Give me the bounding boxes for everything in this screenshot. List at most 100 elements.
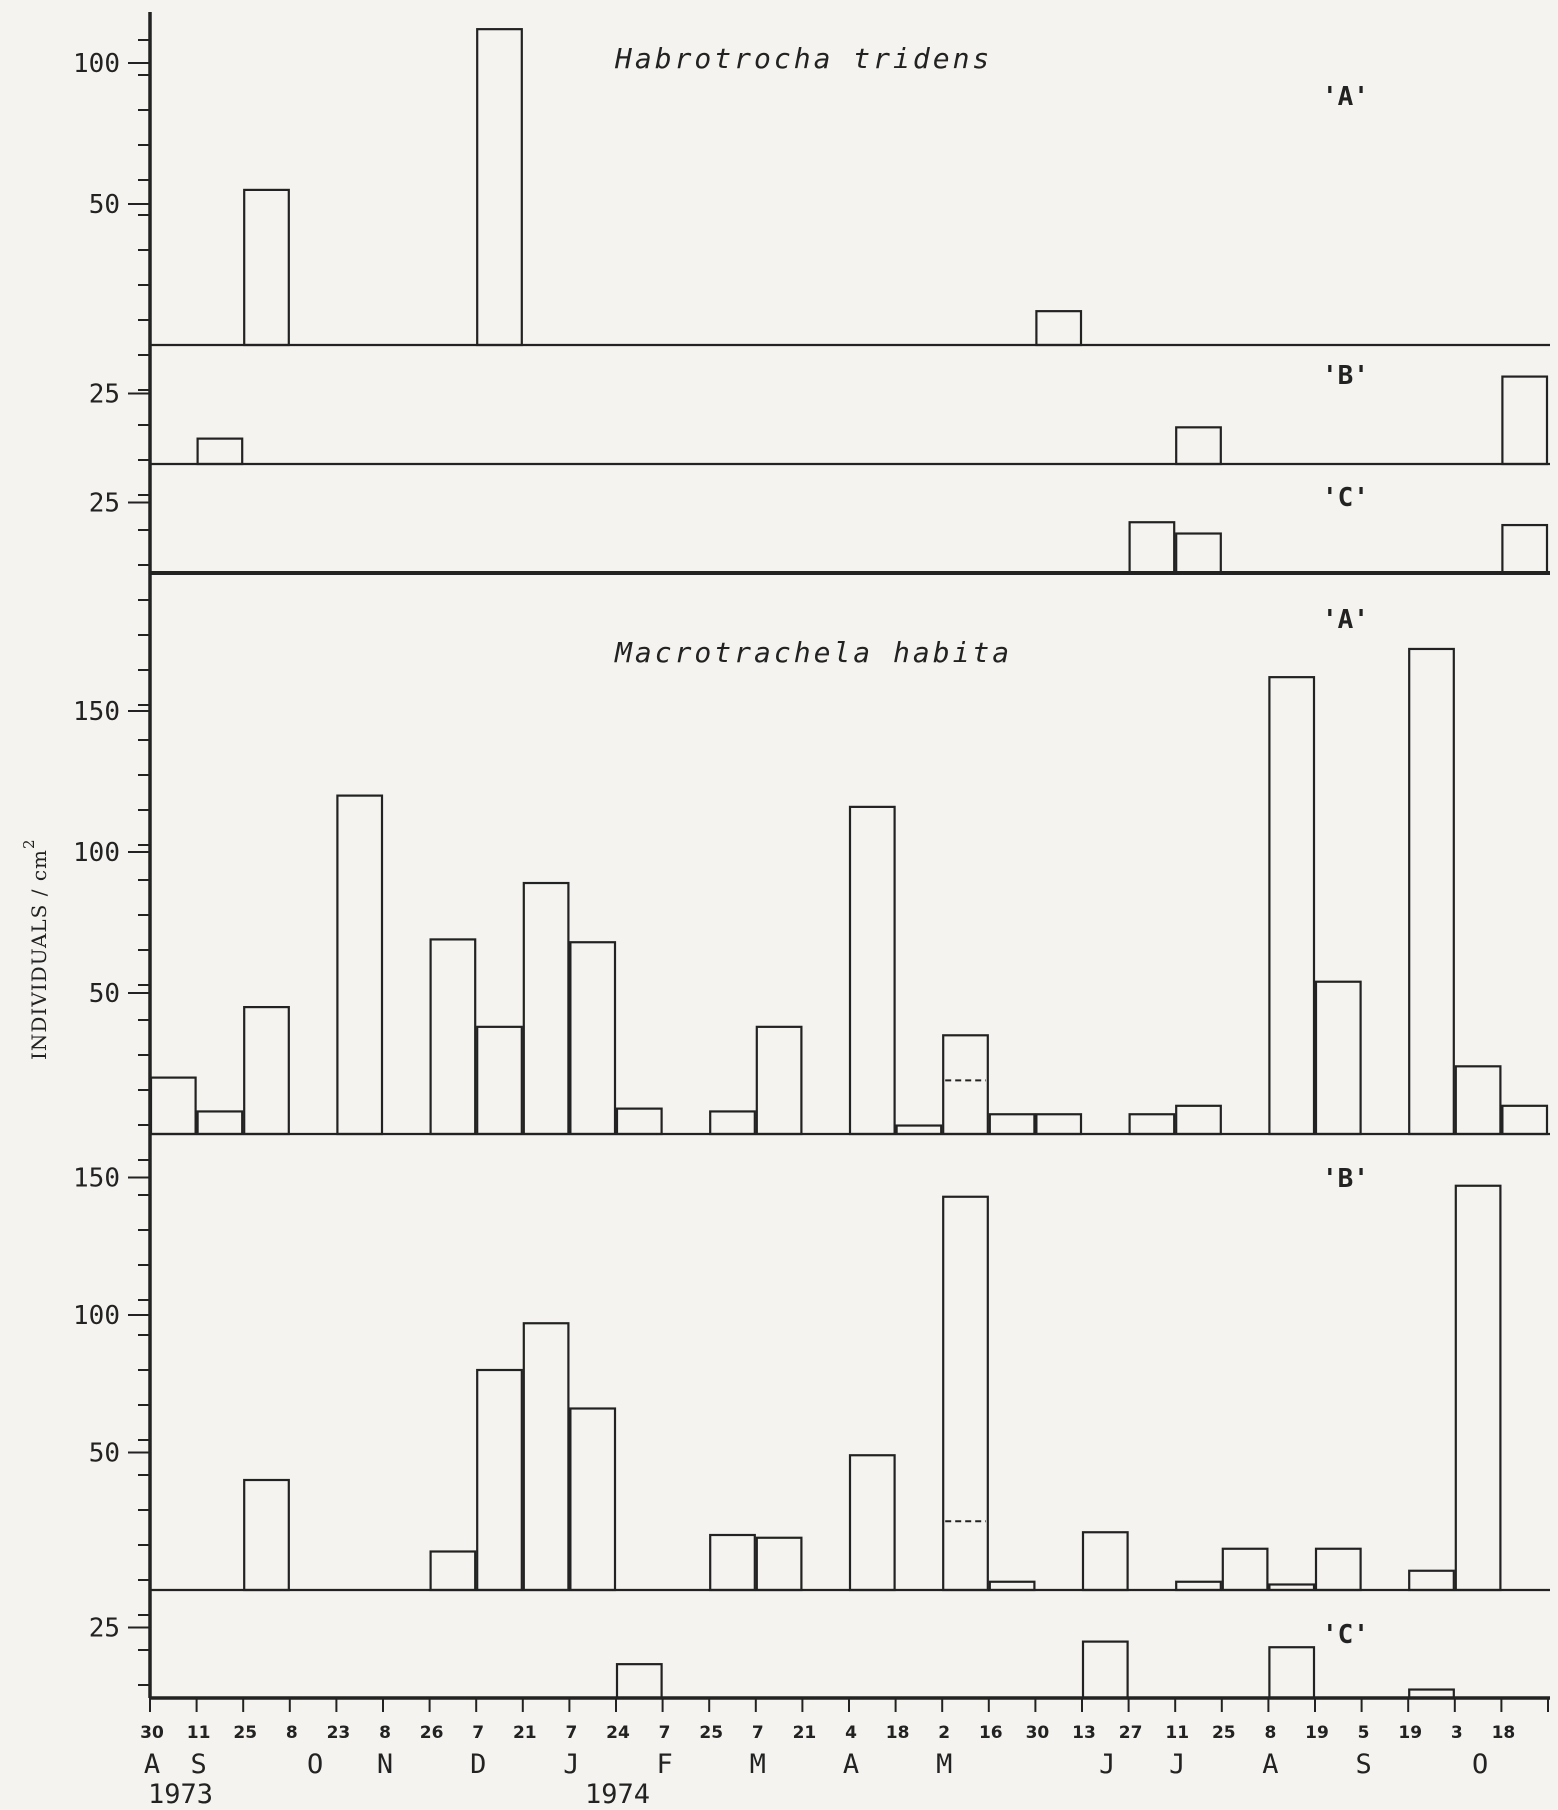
bar-s1-p1-i28 [1454,1184,1502,1592]
bar-s1-p1-i6 [429,1550,477,1592]
date-label: 2 [938,1723,950,1743]
bar-s0-p2-i22 [1175,532,1222,575]
bar-s1-p2-i27 [1408,1688,1455,1700]
y-tick-label: 100 [73,1301,120,1331]
date-label: 11 [1165,1723,1189,1743]
month-label: O [307,1749,323,1780]
date-label: 18 [886,1723,910,1743]
date-label: 25 [233,1723,257,1743]
bar-s1-p1-i25 [1314,1547,1362,1592]
bar-s1-p0-i19 [1035,1113,1083,1136]
month-label: J [563,1749,579,1780]
date-label: 19 [1305,1723,1329,1743]
bar-s1-p2-i24 [1268,1646,1316,1700]
bar-s1-p0-i12 [709,1110,756,1136]
bar-s1-p1-i9 [569,1407,617,1592]
bar-s1-p0-i4 [336,794,384,1136]
date-label: 8 [379,1723,391,1743]
date-label: 8 [1264,1723,1276,1743]
month-label: F [656,1749,672,1780]
month-label: A [1262,1749,1278,1780]
month-label: A [843,1749,859,1780]
bar-s1-p0-i24 [1268,676,1316,1136]
bar-s1-p0-i25 [1314,980,1362,1136]
month-label: D [470,1749,486,1780]
bar-s1-p1-i24 [1268,1583,1316,1592]
month-label: J [1169,1749,1185,1780]
date-label: 7 [472,1723,484,1743]
bar-s1-p0-i28 [1454,1065,1502,1136]
panel-label-m-c: 'C' [1322,1620,1369,1650]
bar-s1-p0-i22 [1175,1104,1222,1136]
bar-s1-p1-i17 [942,1195,989,1592]
bar-s1-p0-i9 [569,941,617,1136]
bar-s1-p1-i12 [709,1533,756,1592]
date-label: 7 [659,1723,671,1743]
month-label: M [936,1749,952,1780]
y-tick-label: 150 [73,697,120,727]
month-label: S [1355,1749,1371,1780]
y-tick-label: 150 [73,1164,120,1194]
date-label: 27 [1119,1723,1143,1743]
bar-s0-p2-i21 [1128,521,1176,575]
date-label: 24 [606,1723,630,1743]
date-label: 19 [1398,1723,1422,1743]
bar-s1-p1-i8 [522,1322,570,1592]
month-label: S [190,1749,206,1780]
bar-s0-p2-i29 [1501,523,1549,575]
bar-s1-p1-i7 [476,1368,523,1592]
panel-label-h-a: 'A' [1322,82,1369,112]
y-tick-label: 25 [89,1614,120,1644]
bar-s1-p2-i10 [615,1663,663,1700]
year-label-1973: 1973 [148,1779,213,1810]
y-tick-label: 100 [73,49,120,79]
y-tick-label: 25 [89,380,120,410]
y-axis-title-superscript: 2 [20,838,38,849]
bar-s1-p0-i10 [615,1107,663,1136]
date-label: 21 [793,1723,817,1743]
date-label: 16 [979,1723,1003,1743]
y-tick-label: 100 [73,838,120,868]
bar-s1-p1-i20 [1081,1531,1129,1592]
bar-s1-p0-i7 [476,1025,523,1136]
panel-label-h-b: 'B' [1322,361,1369,391]
bar-s1-p0-i6 [429,938,477,1136]
panel-label-m-b: 'B' [1322,1164,1369,1194]
date-label: 21 [513,1723,537,1743]
bar-s1-p0-i21 [1128,1113,1176,1136]
bar-s1-p1-i27 [1408,1569,1455,1592]
date-label: 23 [327,1723,351,1743]
panel-label-h-c: 'C' [1322,483,1369,513]
date-label: 25 [699,1723,723,1743]
bar-s0-p0-i2 [243,188,290,347]
bar-s1-p0-i1 [196,1110,244,1136]
bar-s1-p1-i13 [755,1536,803,1592]
bar-s0-p0-i19 [1035,310,1083,347]
bar-s1-p1-i22 [1175,1580,1222,1592]
bar-s1-p0-i29 [1501,1104,1549,1136]
month-label: M [750,1749,766,1780]
month-label: O [1472,1749,1488,1780]
y-axis-title: INDIVIDUALS / cm2 [20,838,51,1060]
bar-s1-p0-i27 [1408,647,1455,1136]
date-label: 18 [1492,1723,1516,1743]
panel-label-m-a: 'A' [1322,605,1369,635]
date-label: 26 [420,1723,444,1743]
bar-s1-p1-i23 [1221,1547,1269,1592]
date-label: 4 [845,1723,857,1743]
date-label: 5 [1358,1723,1370,1743]
bar-s1-p1-i2 [243,1478,290,1592]
y-tick-label: 50 [89,1439,120,1469]
bar-s0-p1-i22 [1175,426,1222,466]
y-axis-title-text: INDIVIDUALS / cm [27,849,51,1060]
species-title-habrotrocha: Habrotrocha tridens [614,42,992,75]
date-label: 11 [187,1723,211,1743]
species-title-macrotrachela: Macrotrachela habita [614,636,1012,669]
y-tick-label: 50 [89,979,120,1009]
bar-s1-p0-i2 [243,1005,290,1136]
bar-s1-p0-i17 [942,1034,989,1136]
date-label: 30 [140,1723,164,1743]
date-label: 7 [565,1723,577,1743]
bar-s1-p0-i13 [755,1025,803,1136]
